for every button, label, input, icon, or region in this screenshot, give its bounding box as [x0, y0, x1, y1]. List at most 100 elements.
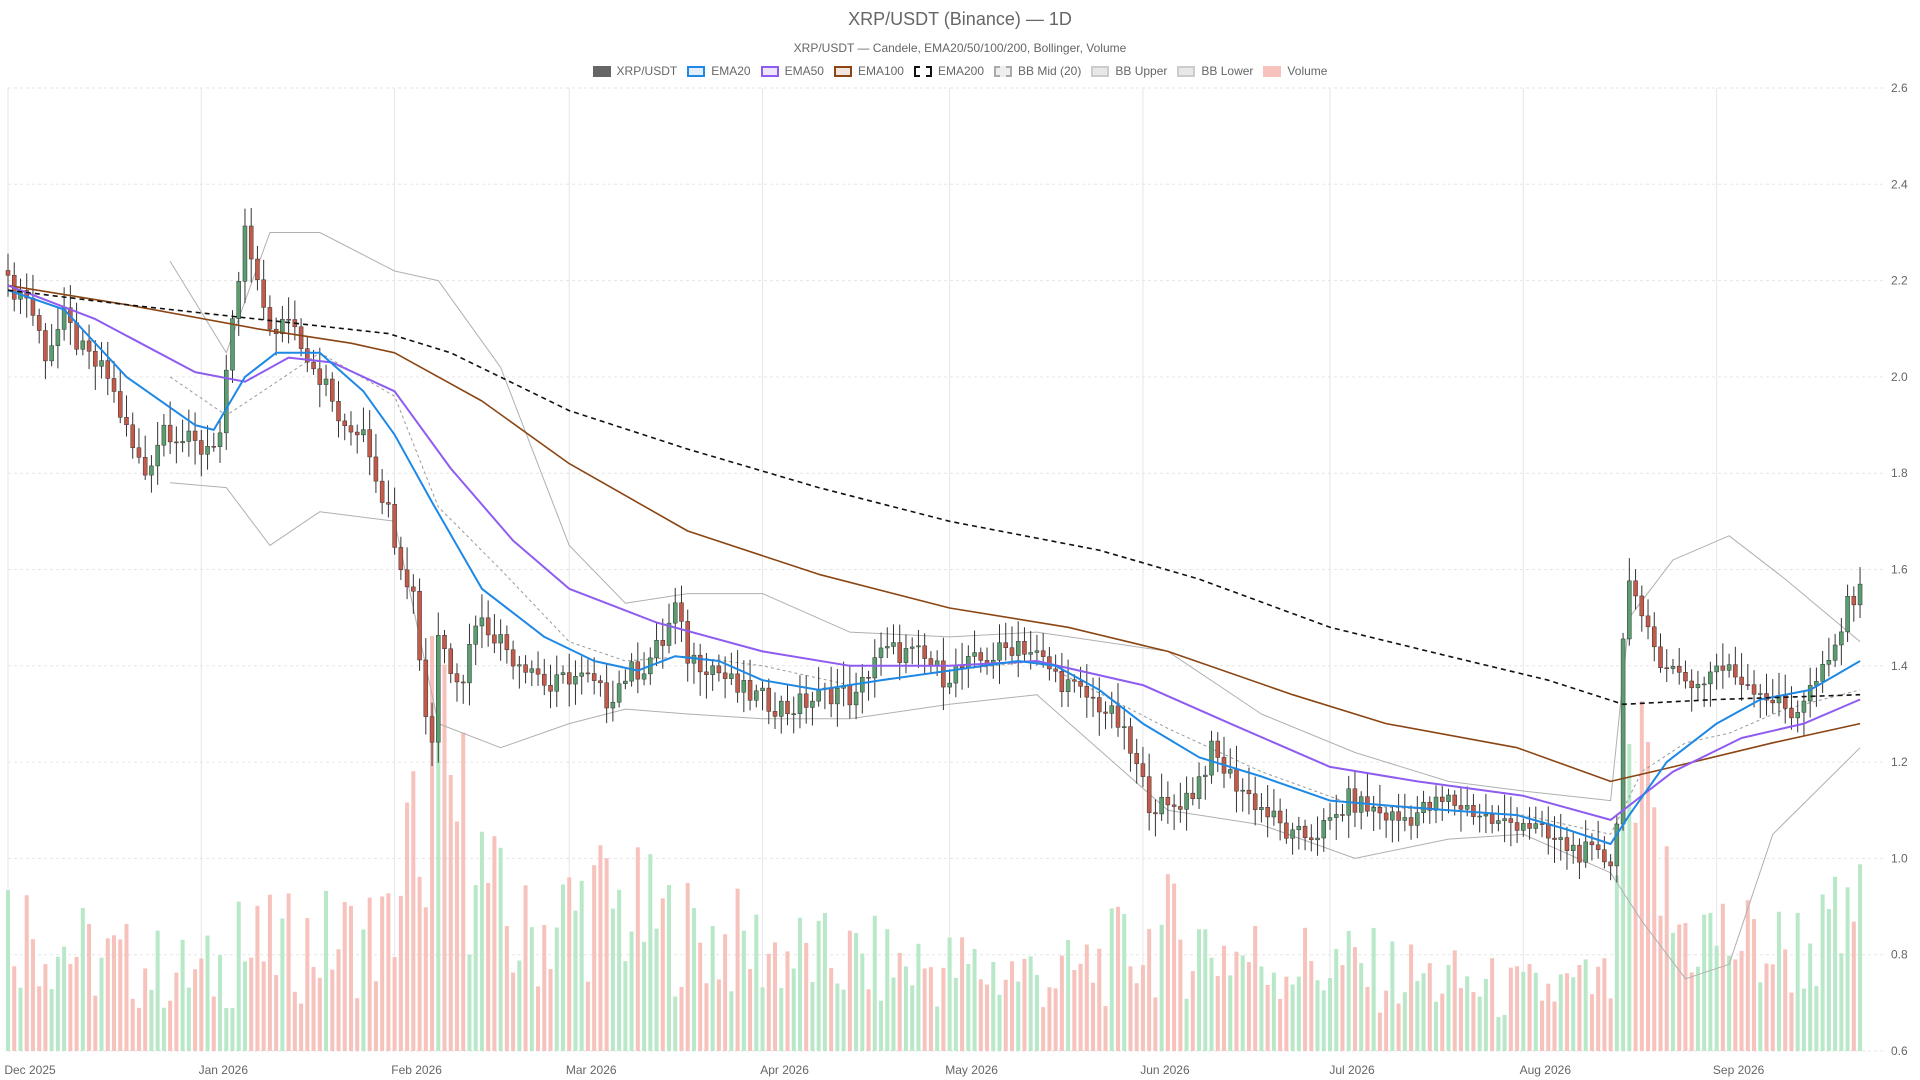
- volume-bar: [324, 890, 329, 1051]
- candle-body: [167, 424, 173, 443]
- candle-body: [598, 680, 603, 684]
- legend-item[interactable]: Volume: [1263, 64, 1327, 78]
- candle-body: [1134, 753, 1139, 764]
- candle-body: [1078, 680, 1083, 687]
- volume-bar: [1490, 958, 1495, 1051]
- volume-bar: [748, 969, 753, 1051]
- volume-bar: [504, 926, 509, 1051]
- volume-bar: [1745, 900, 1750, 1051]
- candle-body: [1246, 789, 1252, 795]
- candle-body: [80, 340, 86, 350]
- volume-bar: [797, 917, 802, 1051]
- candle-body: [473, 625, 478, 645]
- volume-bar: [623, 961, 628, 1051]
- volume-bar: [1496, 1017, 1501, 1051]
- y-tick-label: 1.4: [1891, 659, 1908, 673]
- candle-body: [1040, 650, 1046, 657]
- candle-body: [367, 429, 372, 458]
- volume-bar: [205, 935, 210, 1051]
- volume-bar: [554, 927, 559, 1051]
- candle-body: [1695, 683, 1701, 689]
- volume-bar: [1614, 875, 1619, 1051]
- volume-bar: [536, 986, 541, 1051]
- legend-item[interactable]: BB Lower: [1177, 64, 1253, 78]
- volume-bar: [548, 969, 553, 1051]
- volume-bar: [193, 969, 198, 1051]
- volume-bar: [118, 939, 123, 1051]
- volume-bar: [710, 925, 715, 1051]
- legend-item[interactable]: EMA100: [833, 64, 904, 78]
- volume-bar: [1808, 943, 1813, 1051]
- legend-label: EMA50: [784, 64, 824, 78]
- legend-item[interactable]: EMA200: [913, 64, 984, 78]
- candle-body: [1265, 807, 1270, 818]
- candle-body: [504, 634, 510, 651]
- volume-bar: [1515, 966, 1520, 1051]
- candle-body: [1770, 699, 1776, 704]
- legend-item[interactable]: EMA50: [760, 64, 824, 78]
- candle-body: [1826, 660, 1832, 665]
- candle-body: [99, 360, 104, 367]
- candle-body: [1402, 817, 1408, 821]
- legend-item[interactable]: XRP/USDT: [592, 64, 677, 78]
- candle-body: [1090, 696, 1096, 699]
- candle-body: [1595, 844, 1601, 850]
- candle-body: [1072, 679, 1077, 682]
- candle-body: [1620, 638, 1626, 825]
- volume-bar: [685, 882, 690, 1051]
- candle-body: [1121, 726, 1127, 728]
- candle-body: [1533, 823, 1539, 829]
- volume-bar: [579, 880, 584, 1051]
- candle-body: [1789, 708, 1794, 719]
- volume-bar: [723, 934, 728, 1051]
- volume-bar: [55, 956, 60, 1051]
- volume-bar: [1084, 944, 1089, 1051]
- candle-body: [860, 676, 865, 693]
- volume-bar: [1720, 903, 1725, 1051]
- candle-body: [1714, 665, 1719, 673]
- candle-body: [853, 691, 859, 706]
- volume-bar: [68, 963, 73, 1051]
- candle-body: [1851, 596, 1857, 606]
- volume-bar: [1814, 986, 1819, 1051]
- volume-bar: [648, 854, 653, 1051]
- candle-body: [1564, 837, 1570, 851]
- candle-body: [43, 330, 48, 362]
- candle-body: [174, 441, 179, 444]
- candle-body: [460, 681, 466, 684]
- volume-bar: [430, 636, 435, 1051]
- candle-body: [591, 673, 597, 681]
- candle-body: [454, 673, 460, 683]
- volume-bar: [1340, 965, 1345, 1051]
- candle-body: [803, 693, 809, 708]
- volume-bar: [1203, 929, 1208, 1051]
- volume-bar: [423, 907, 428, 1051]
- volume-bar: [180, 939, 185, 1051]
- volume-bar: [1259, 966, 1264, 1051]
- volume-bar: [716, 979, 721, 1051]
- legend-item[interactable]: BB Mid (20): [994, 64, 1081, 78]
- volume-bar: [1446, 965, 1451, 1051]
- y-tick-label: 2.4: [1891, 177, 1908, 191]
- volume-bar: [1602, 958, 1607, 1051]
- candle-body: [1464, 805, 1470, 810]
- volume-bar: [49, 988, 54, 1051]
- volume-bar: [274, 975, 279, 1051]
- volume-bar: [1271, 972, 1276, 1051]
- candle-body: [1340, 814, 1345, 816]
- candle-body: [1577, 844, 1582, 863]
- volume-bar: [1091, 982, 1096, 1051]
- candle-body: [1689, 680, 1694, 689]
- legend-item[interactable]: EMA20: [687, 64, 751, 78]
- volume-bar: [1639, 701, 1644, 1051]
- volume-bar: [847, 930, 852, 1051]
- volume-bar: [1858, 864, 1863, 1051]
- candle-body: [361, 429, 366, 436]
- candle-body: [36, 315, 42, 331]
- legend-item[interactable]: BB Upper: [1091, 64, 1167, 78]
- candle-body: [1820, 664, 1825, 682]
- candle-body: [242, 225, 248, 282]
- candle-body: [872, 657, 878, 679]
- candle-body: [423, 659, 429, 717]
- candle-body: [336, 401, 341, 422]
